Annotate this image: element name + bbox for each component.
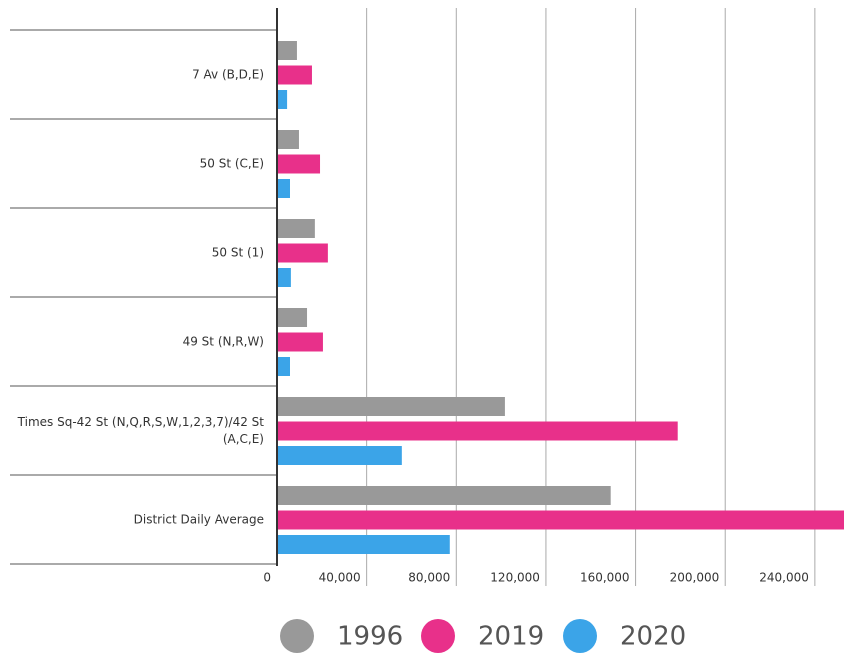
x-tick-label: 240,000 [759,571,809,585]
bar [277,154,321,174]
bar [277,243,328,263]
category-label: 50 St (1) [211,245,264,259]
bar [277,535,450,554]
legend-swatch [563,619,597,653]
category-label: 7 Av (B,D,E) [192,67,264,81]
legend-label: 2020 [620,622,686,652]
legend-label: 1996 [337,622,403,652]
bar [277,90,288,109]
bar [277,179,290,198]
x-tick-label: 0 [263,571,271,585]
x-tick-label: 120,000 [490,571,540,585]
x-tick-label: 40,000 [319,571,361,585]
bar [277,268,291,287]
legend-swatch [280,619,314,653]
bar [277,308,308,327]
bars [277,41,844,554]
bar [277,397,505,416]
category-label: 49 St (N,R,W) [182,334,264,348]
x-tick-label: 80,000 [408,571,450,585]
legend-label: 2019 [478,622,544,652]
bar [277,332,323,352]
category-label: Times Sq-42 St (N,Q,R,S,W,1,2,3,7)/42 St… [17,414,264,446]
x-tick-label: 160,000 [580,571,630,585]
bar [277,219,315,238]
bar [277,510,844,530]
x-tick-label: 200,000 [670,571,720,585]
bar [277,130,299,149]
legend-swatch [421,619,455,653]
bar [277,446,402,465]
bar [277,65,312,85]
grid [10,8,816,586]
bar [277,357,290,376]
category-label: 50 St (C,E) [199,156,264,170]
category-label: District Daily Average [133,512,264,526]
bar [277,486,611,505]
bar [277,421,678,441]
bar [277,41,297,60]
